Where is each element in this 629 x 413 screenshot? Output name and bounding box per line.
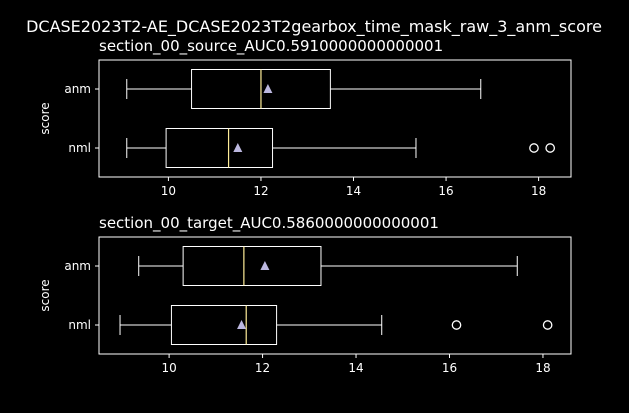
chart-panel-1: section_00_source_AUC0.5910000000000001 1… [38, 37, 572, 198]
x-tick-label: 16 [442, 361, 457, 375]
x-tick-label: 10 [161, 184, 176, 198]
mean-marker [233, 143, 243, 152]
outlier-point [451, 320, 462, 330]
box-nml: nml [68, 305, 553, 345]
mean-marker [237, 320, 247, 329]
x-tick-label: 12 [255, 361, 270, 375]
mean-marker [263, 84, 273, 93]
iqr-box [182, 246, 322, 286]
y-tick-label: anm [64, 82, 91, 96]
chart-panel-2: section_00_target_AUC0.5860000000000001 1… [38, 214, 572, 375]
plot-frame [98, 236, 572, 355]
y-tick-label: nml [68, 141, 91, 155]
x-tick-label: 18 [535, 361, 550, 375]
x-tick-label: 10 [161, 361, 176, 375]
outlier-point [542, 320, 553, 330]
box-anm: anm [64, 69, 482, 109]
x-tick-label: 16 [438, 184, 453, 198]
y-axis-label: score [38, 279, 52, 311]
outlier-point [545, 143, 556, 153]
box-anm: anm [64, 246, 518, 286]
iqr-box [170, 305, 278, 345]
y-axis-label: score [38, 102, 52, 134]
box-nml: nml [68, 128, 556, 168]
panel-title: section_00_target_AUC0.5860000000000001 [99, 214, 439, 233]
x-tick-label: 18 [531, 184, 546, 198]
y-tick-label: nml [68, 318, 91, 332]
panel-title: section_00_source_AUC0.5910000000000001 [99, 37, 443, 56]
figure-suptitle: DCASE2023T2-AE_DCASE2023T2gearbox_time_m… [26, 17, 602, 37]
x-tick-label: 12 [253, 184, 268, 198]
plot-frame [98, 59, 572, 178]
x-tick-label: 14 [348, 361, 363, 375]
y-tick-label: anm [64, 259, 91, 273]
x-tick-label: 14 [346, 184, 361, 198]
outlier-point [529, 143, 539, 153]
mean-marker [260, 261, 270, 270]
iqr-box [165, 128, 274, 168]
